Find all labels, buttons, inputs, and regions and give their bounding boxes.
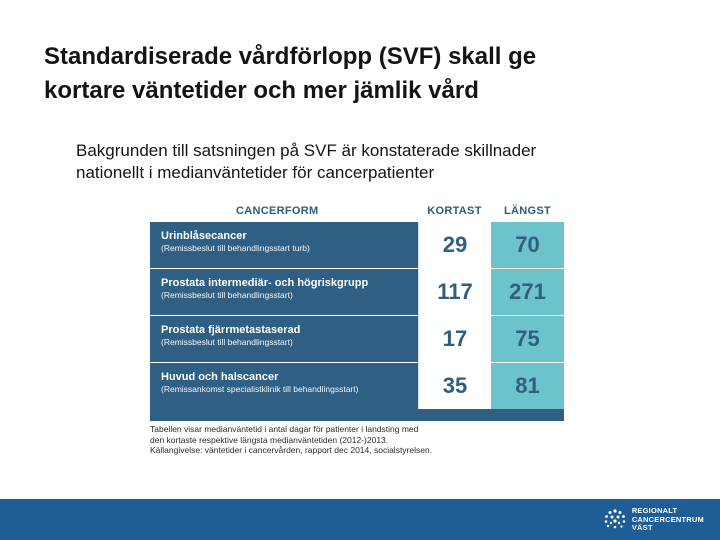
rcc-logo-text: REGIONALT CANCERCENTRUM VÄST [632,507,704,533]
slide-subtitle: Bakgrunden till satsningen på SVF är kon… [76,140,676,184]
cancer-form-interval: (Remissbeslut till behandlingsstart turb… [161,243,310,253]
cancer-form-name: Prostata fjärrmetastaserad [161,324,301,336]
longest-value: 75 [491,316,564,362]
cancer-form-interval: (Remissbeslut till behandlingsstart) [161,337,293,347]
cancer-form-name: Prostata intermediär- och högriskgrupp [161,277,369,289]
slide-title-line-1: Standardiserade vårdförlopp (SVF) skall … [44,43,537,70]
caption-line-3: Källangivelse: väntetider i cancervården… [150,445,433,455]
logo-line-2: CANCERCENTRUM [631,514,704,524]
table-row: Prostata intermediär- och högriskgrupp (… [150,269,564,315]
cancer-form-interval: (Remissankomst specialistklinik till beh… [161,384,359,394]
header-cancerform: CANCERFORM [236,205,319,217]
shortest-value: 17 [418,316,491,362]
rcc-logo: REGIONALT CANCERCENTRUM VÄST [603,505,704,535]
row-label: Prostata fjärrmetastaserad (Remissbeslut… [150,316,418,362]
row-label: Urinblåsecancer (Remissbeslut till behan… [150,222,418,268]
row-label: Huvud och halscancer (Remissankomst spec… [150,363,418,409]
shortest-value: 35 [418,363,491,409]
table-caption: Tabellen visar medianväntetid i antal da… [150,424,570,456]
header-langst: LÄNGST [503,205,552,217]
logo-line-3: VÄST [631,523,653,533]
table-bottom-bar [150,409,564,421]
slide-subtitle-line-1: Bakgrunden till satsningen på SVF är kon… [76,141,537,160]
slide-subtitle-line-2: nationellt i medianväntetider för cancer… [76,163,435,182]
table-row: Urinblåsecancer (Remissbeslut till behan… [150,222,564,268]
shortest-value: 29 [418,222,491,268]
cancer-form-name: Urinblåsecancer [161,230,247,242]
table-row: Huvud och halscancer (Remissankomst spec… [150,363,564,409]
slide-title: Standardiserade vårdförlopp (SVF) skall … [44,40,684,108]
cancer-form-interval: (Remissbeslut till behandlingsstart) [161,290,293,300]
header-kortast: KORTAST [427,205,482,217]
cancer-form-name: Huvud och halscancer [161,371,279,383]
footer-bar: REGIONALT CANCERCENTRUM VÄST [0,499,720,540]
longest-value: 271 [491,269,564,315]
caption-line-1: Tabellen visar medianväntetid i antal da… [150,424,419,434]
longest-value: 81 [491,363,564,409]
shortest-value: 117 [418,269,491,315]
table-row: Prostata fjärrmetastaserad (Remissbeslut… [150,316,564,362]
rcc-logo-icon [604,509,626,529]
table-header: CANCERFORM KORTAST LÄNGST [150,200,564,222]
waiting-time-table: CANCERFORM KORTAST LÄNGST Urinblåsecance… [150,200,564,421]
longest-value: 70 [491,222,564,268]
row-label: Prostata intermediär- och högriskgrupp (… [150,269,418,315]
caption-line-2: den kortaste respektive längsta medianvä… [150,434,389,445]
logo-line-1: REGIONALT [631,506,678,516]
slide-title-line-2: kortare väntetider och mer jämlik vård [44,77,479,104]
